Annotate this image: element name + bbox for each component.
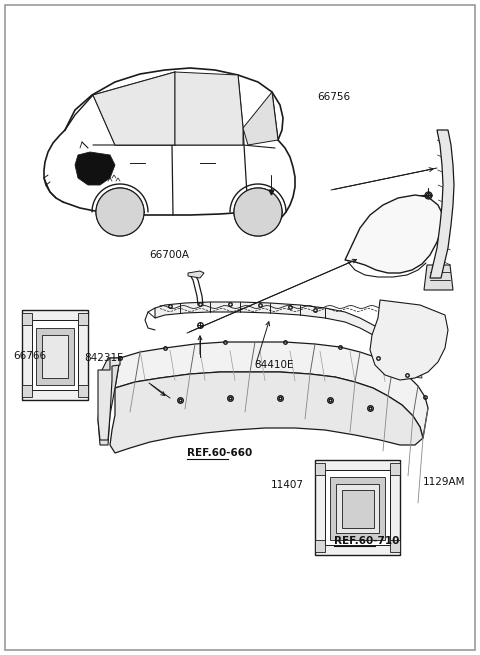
Polygon shape bbox=[315, 540, 325, 552]
Text: 84231F: 84231F bbox=[84, 352, 123, 363]
Polygon shape bbox=[98, 358, 120, 445]
Text: REF.60-710: REF.60-710 bbox=[334, 536, 399, 546]
Polygon shape bbox=[243, 92, 278, 145]
Polygon shape bbox=[336, 484, 379, 533]
Polygon shape bbox=[175, 72, 243, 145]
Polygon shape bbox=[155, 302, 405, 358]
Polygon shape bbox=[93, 72, 175, 145]
Polygon shape bbox=[188, 271, 204, 278]
Polygon shape bbox=[424, 265, 453, 290]
Polygon shape bbox=[98, 358, 120, 440]
Polygon shape bbox=[234, 188, 282, 236]
Text: REF.60-660: REF.60-660 bbox=[187, 448, 252, 458]
Polygon shape bbox=[342, 490, 374, 528]
Polygon shape bbox=[110, 372, 423, 453]
Polygon shape bbox=[42, 335, 68, 378]
Text: 66756: 66756 bbox=[317, 92, 350, 102]
Polygon shape bbox=[75, 152, 115, 185]
Polygon shape bbox=[22, 313, 32, 325]
Text: 66766: 66766 bbox=[13, 351, 47, 362]
Polygon shape bbox=[330, 477, 385, 540]
Polygon shape bbox=[315, 460, 400, 555]
Polygon shape bbox=[78, 313, 88, 325]
Text: 1129AM: 1129AM bbox=[422, 477, 465, 487]
Polygon shape bbox=[22, 385, 32, 397]
Polygon shape bbox=[400, 362, 422, 378]
Polygon shape bbox=[96, 188, 144, 236]
Polygon shape bbox=[345, 195, 443, 273]
Text: 84410E: 84410E bbox=[254, 360, 294, 370]
Polygon shape bbox=[390, 463, 400, 475]
Polygon shape bbox=[32, 320, 78, 390]
Polygon shape bbox=[22, 310, 88, 400]
Polygon shape bbox=[315, 463, 325, 475]
Polygon shape bbox=[370, 300, 448, 380]
Polygon shape bbox=[390, 540, 400, 552]
Polygon shape bbox=[36, 328, 74, 385]
Polygon shape bbox=[115, 342, 428, 438]
Polygon shape bbox=[395, 340, 418, 358]
Polygon shape bbox=[325, 470, 390, 545]
Polygon shape bbox=[78, 385, 88, 397]
Text: 11407: 11407 bbox=[271, 479, 304, 490]
Text: 66700A: 66700A bbox=[149, 250, 189, 261]
Polygon shape bbox=[430, 130, 454, 278]
